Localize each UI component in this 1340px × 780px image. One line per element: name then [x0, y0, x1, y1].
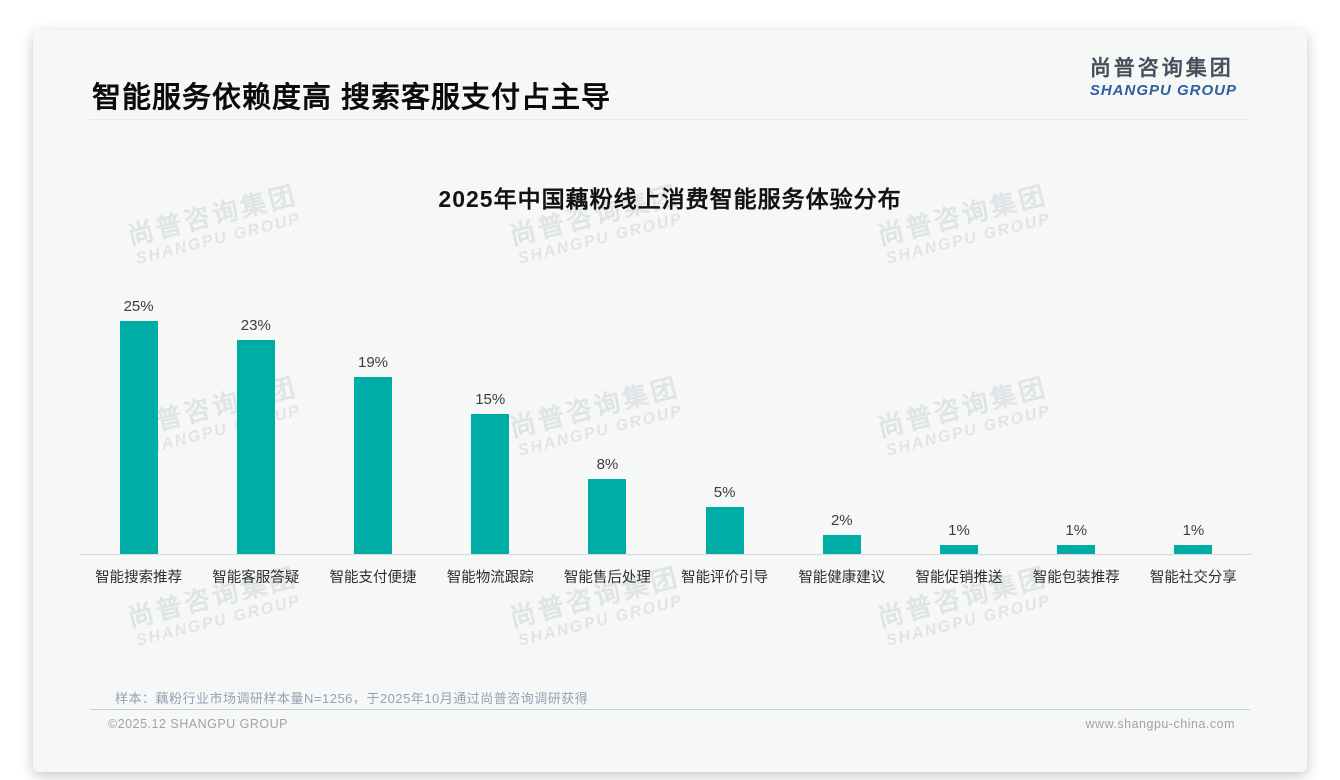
watermark-english-text: SHANGPU GROUP — [134, 592, 303, 650]
logo-chinese-text: 尚普咨询集团 — [1089, 57, 1234, 80]
company-logo: 尚普咨询集团 SHANGPU GROUP — [1090, 56, 1237, 100]
x-axis-category-label: 智能物流跟踪 — [446, 570, 534, 586]
watermark-english-text: SHANGPU GROUP — [134, 210, 303, 268]
bar-value-label: 2% — [830, 512, 853, 529]
logo-english-text: SHANGPU GROUP — [1089, 82, 1237, 99]
bar — [471, 414, 510, 554]
bar-value-label: 23% — [240, 317, 271, 334]
x-axis-category-label: 智能社交分享 — [1149, 570, 1237, 586]
header-divider — [90, 119, 1250, 120]
bar-value-label: 1% — [948, 522, 970, 539]
bar-column: 19% — [314, 354, 431, 554]
bar-value-label: 8% — [596, 456, 619, 473]
bar — [940, 545, 979, 554]
bar-column: 2% — [783, 512, 900, 554]
copyright-text: ©2025.12 SHANGPU GROUP — [108, 717, 288, 731]
bar-value-label: 25% — [123, 298, 154, 315]
bar-column: 23% — [197, 317, 314, 554]
watermark-english-text: SHANGPU GROUP — [516, 210, 685, 268]
bar-chart-plot-area: 25% 23% 19% 15% 8% 5% 2% 1% 1% 1% — [80, 290, 1252, 555]
x-axis-category-label: 智能健康建议 — [798, 570, 886, 586]
watermark-english-text: SHANGPU GROUP — [516, 592, 685, 650]
x-axis-category-label: 智能支付便捷 — [329, 570, 417, 586]
bar-value-label: 5% — [713, 484, 736, 501]
bar-value-label: 1% — [1065, 522, 1088, 539]
bar — [588, 479, 627, 554]
bar-column: 1% — [1135, 522, 1252, 554]
chart-title: 2025年中国藕粉线上消费智能服务体验分布 — [438, 186, 902, 212]
bar — [119, 321, 158, 554]
bar-column: 5% — [666, 484, 783, 554]
watermark-english-text: SHANGPU GROUP — [884, 592, 1053, 650]
bar-value-label: 1% — [1182, 522, 1205, 539]
bar — [354, 377, 392, 554]
slide-card: 尚普咨询集团 SHANGPU GROUP 尚普咨询集团 SHANGPU GROUP 尚普… — [33, 30, 1307, 772]
footer-divider — [90, 709, 1250, 710]
website-url: www.shangpu-china.com — [1085, 717, 1235, 731]
x-axis-labels: 智能搜索推荐 智能客服答疑 智能支付便捷 智能物流跟踪 智能售后处理 智能评价引导 智能健康… — [80, 568, 1252, 588]
watermark-english-text: SHANGPU GROUP — [884, 210, 1053, 268]
x-axis-category-label: 智能搜索推荐 — [95, 570, 183, 586]
x-axis-category-label: 智能评价引导 — [681, 570, 769, 586]
bar-column: 1% — [900, 522, 1017, 554]
bar — [822, 535, 861, 554]
page-title: 智能服务依赖度高 搜索客服支付占主导 — [92, 82, 612, 114]
x-axis-category-label: 智能包装推荐 — [1032, 570, 1120, 586]
bar-column: 8% — [549, 456, 666, 554]
bar — [705, 507, 744, 554]
sample-footnote: 样本：藕粉行业市场调研样本量N=1256，于2025年10月通过尚普咨询调研获得 — [115, 691, 589, 706]
x-axis-category-label: 智能售后处理 — [563, 570, 651, 586]
bar — [236, 340, 275, 554]
bar — [1174, 545, 1213, 554]
bar-column: 1% — [1018, 522, 1135, 554]
bar-column: 15% — [432, 391, 549, 554]
bar-column: 25% — [80, 298, 197, 554]
bar-value-label: 19% — [357, 354, 389, 371]
x-axis-category-label: 智能客服答疑 — [212, 570, 300, 586]
bar-value-label: 15% — [475, 391, 506, 408]
x-axis-category-label: 智能促销推送 — [915, 570, 1003, 586]
bar — [1057, 545, 1096, 554]
